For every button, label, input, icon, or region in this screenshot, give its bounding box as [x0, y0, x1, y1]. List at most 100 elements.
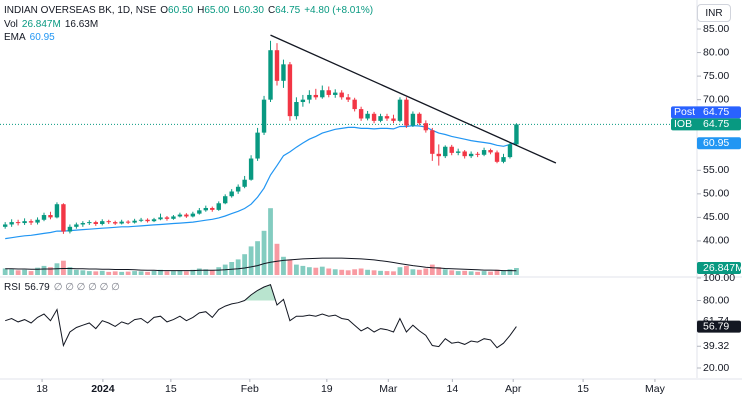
candle-body — [190, 213, 196, 217]
x-tick-label: Mar — [379, 383, 398, 395]
candle-body — [223, 196, 228, 204]
volume-bar — [106, 271, 112, 275]
candle-body — [229, 191, 234, 197]
rsi-tag-box — [697, 320, 741, 333]
x-tick-label: Apr — [505, 383, 522, 395]
volume-bar — [67, 267, 73, 275]
candle-body — [248, 158, 254, 180]
candle-body — [462, 151, 467, 157]
volume-bar — [378, 270, 383, 275]
x-tick-label: 15 — [165, 383, 177, 395]
candle-body — [171, 216, 176, 219]
symbol-title: INDIAN OVERSEAS BK, 1D, NSE — [4, 5, 157, 16]
volume-bar — [132, 271, 138, 275]
candle-body — [184, 214, 189, 217]
candle-body — [313, 94, 319, 98]
candle-body — [164, 217, 170, 219]
candle-body — [333, 92, 338, 95]
post-tag-box — [671, 106, 741, 119]
volume-bar — [404, 265, 409, 275]
ohlc-legend-item: L — [233, 5, 239, 16]
candle-body — [158, 217, 163, 220]
volume-bar — [339, 269, 345, 275]
ema-legend-name: EMA — [4, 32, 26, 43]
volume-bar — [436, 267, 442, 275]
candle-body — [430, 130, 435, 154]
volume-bar — [352, 269, 358, 275]
trendline — [270, 34, 557, 164]
candle-body — [87, 222, 92, 224]
volume-bar — [287, 259, 293, 275]
candle-body — [417, 113, 422, 124]
candle-body — [287, 64, 293, 117]
candle-body — [268, 50, 273, 100]
volume-bar — [358, 268, 364, 275]
volume-bar — [268, 208, 273, 275]
volume-bar — [138, 271, 144, 275]
volume-bar — [261, 230, 267, 275]
candle-body — [507, 144, 513, 158]
volume-bar — [48, 267, 53, 275]
volume-bar — [209, 270, 215, 275]
candle-body — [80, 223, 86, 225]
volume-bar — [345, 270, 351, 275]
candle-body — [320, 90, 325, 98]
volume-bar — [514, 268, 519, 275]
volume-bar — [15, 270, 21, 275]
candle-body — [125, 221, 131, 223]
candle-body — [378, 116, 383, 121]
candle-body — [481, 150, 487, 155]
volume-bar — [332, 269, 338, 275]
ema-line — [5, 124, 517, 240]
volume-bar — [86, 271, 92, 275]
candle-body — [410, 113, 416, 126]
volume-bar — [449, 270, 455, 275]
candle-body — [61, 204, 66, 232]
volume-bar — [462, 270, 468, 275]
symbol-legend: INDIAN OVERSEAS BK, 1D, NSE O60.50 H65.00 L… — [4, 5, 377, 16]
candle-body — [261, 99, 267, 133]
x-tick-label: 15 — [577, 383, 589, 395]
candle-body — [468, 153, 474, 157]
volume-bar — [274, 243, 280, 275]
candle-body — [106, 221, 111, 223]
candle-body — [501, 157, 506, 162]
ema-tag-box — [697, 137, 741, 150]
volume-bar — [73, 269, 79, 275]
rsi-tick-label: 39.32 — [703, 340, 729, 352]
candle-body — [397, 99, 403, 121]
candle-body — [41, 215, 47, 220]
volume-tag-value: 26.847M — [703, 262, 742, 274]
candle-body — [255, 132, 260, 159]
volume-bar — [196, 268, 202, 275]
volume-bar — [99, 270, 105, 275]
candle-body — [67, 226, 73, 232]
volume-bar — [507, 269, 513, 275]
candle-body — [274, 50, 280, 81]
post-tag-value: 64.75 — [703, 106, 729, 118]
candle-body — [119, 221, 124, 224]
candle-body — [74, 224, 79, 227]
volume-ma-legend-value: 16.63M — [64, 19, 99, 30]
candle-body — [475, 153, 480, 155]
volume-bar — [481, 271, 487, 275]
y-tick-label: 75.00 — [703, 70, 729, 82]
rsi-tick-label: 100.00 — [703, 272, 735, 284]
ema-legend: EMA 60.95 — [4, 32, 59, 43]
x-tick-label: 14 — [447, 383, 459, 395]
volume-bar — [242, 254, 248, 275]
currency-button[interactable]: INR — [697, 4, 731, 22]
volume-bar — [41, 265, 47, 275]
candle-body — [294, 102, 299, 117]
candle-body — [235, 186, 241, 192]
candle-body — [145, 219, 150, 222]
volume-bar — [397, 267, 403, 275]
volume-bar — [93, 271, 99, 275]
ohlc-legend-item: 60.50 — [168, 5, 194, 16]
y-tick-label: 40.00 — [703, 235, 729, 247]
rsi-legend-value: 56.79 — [24, 282, 50, 293]
candle-body — [54, 204, 60, 218]
candle-body — [352, 99, 357, 110]
